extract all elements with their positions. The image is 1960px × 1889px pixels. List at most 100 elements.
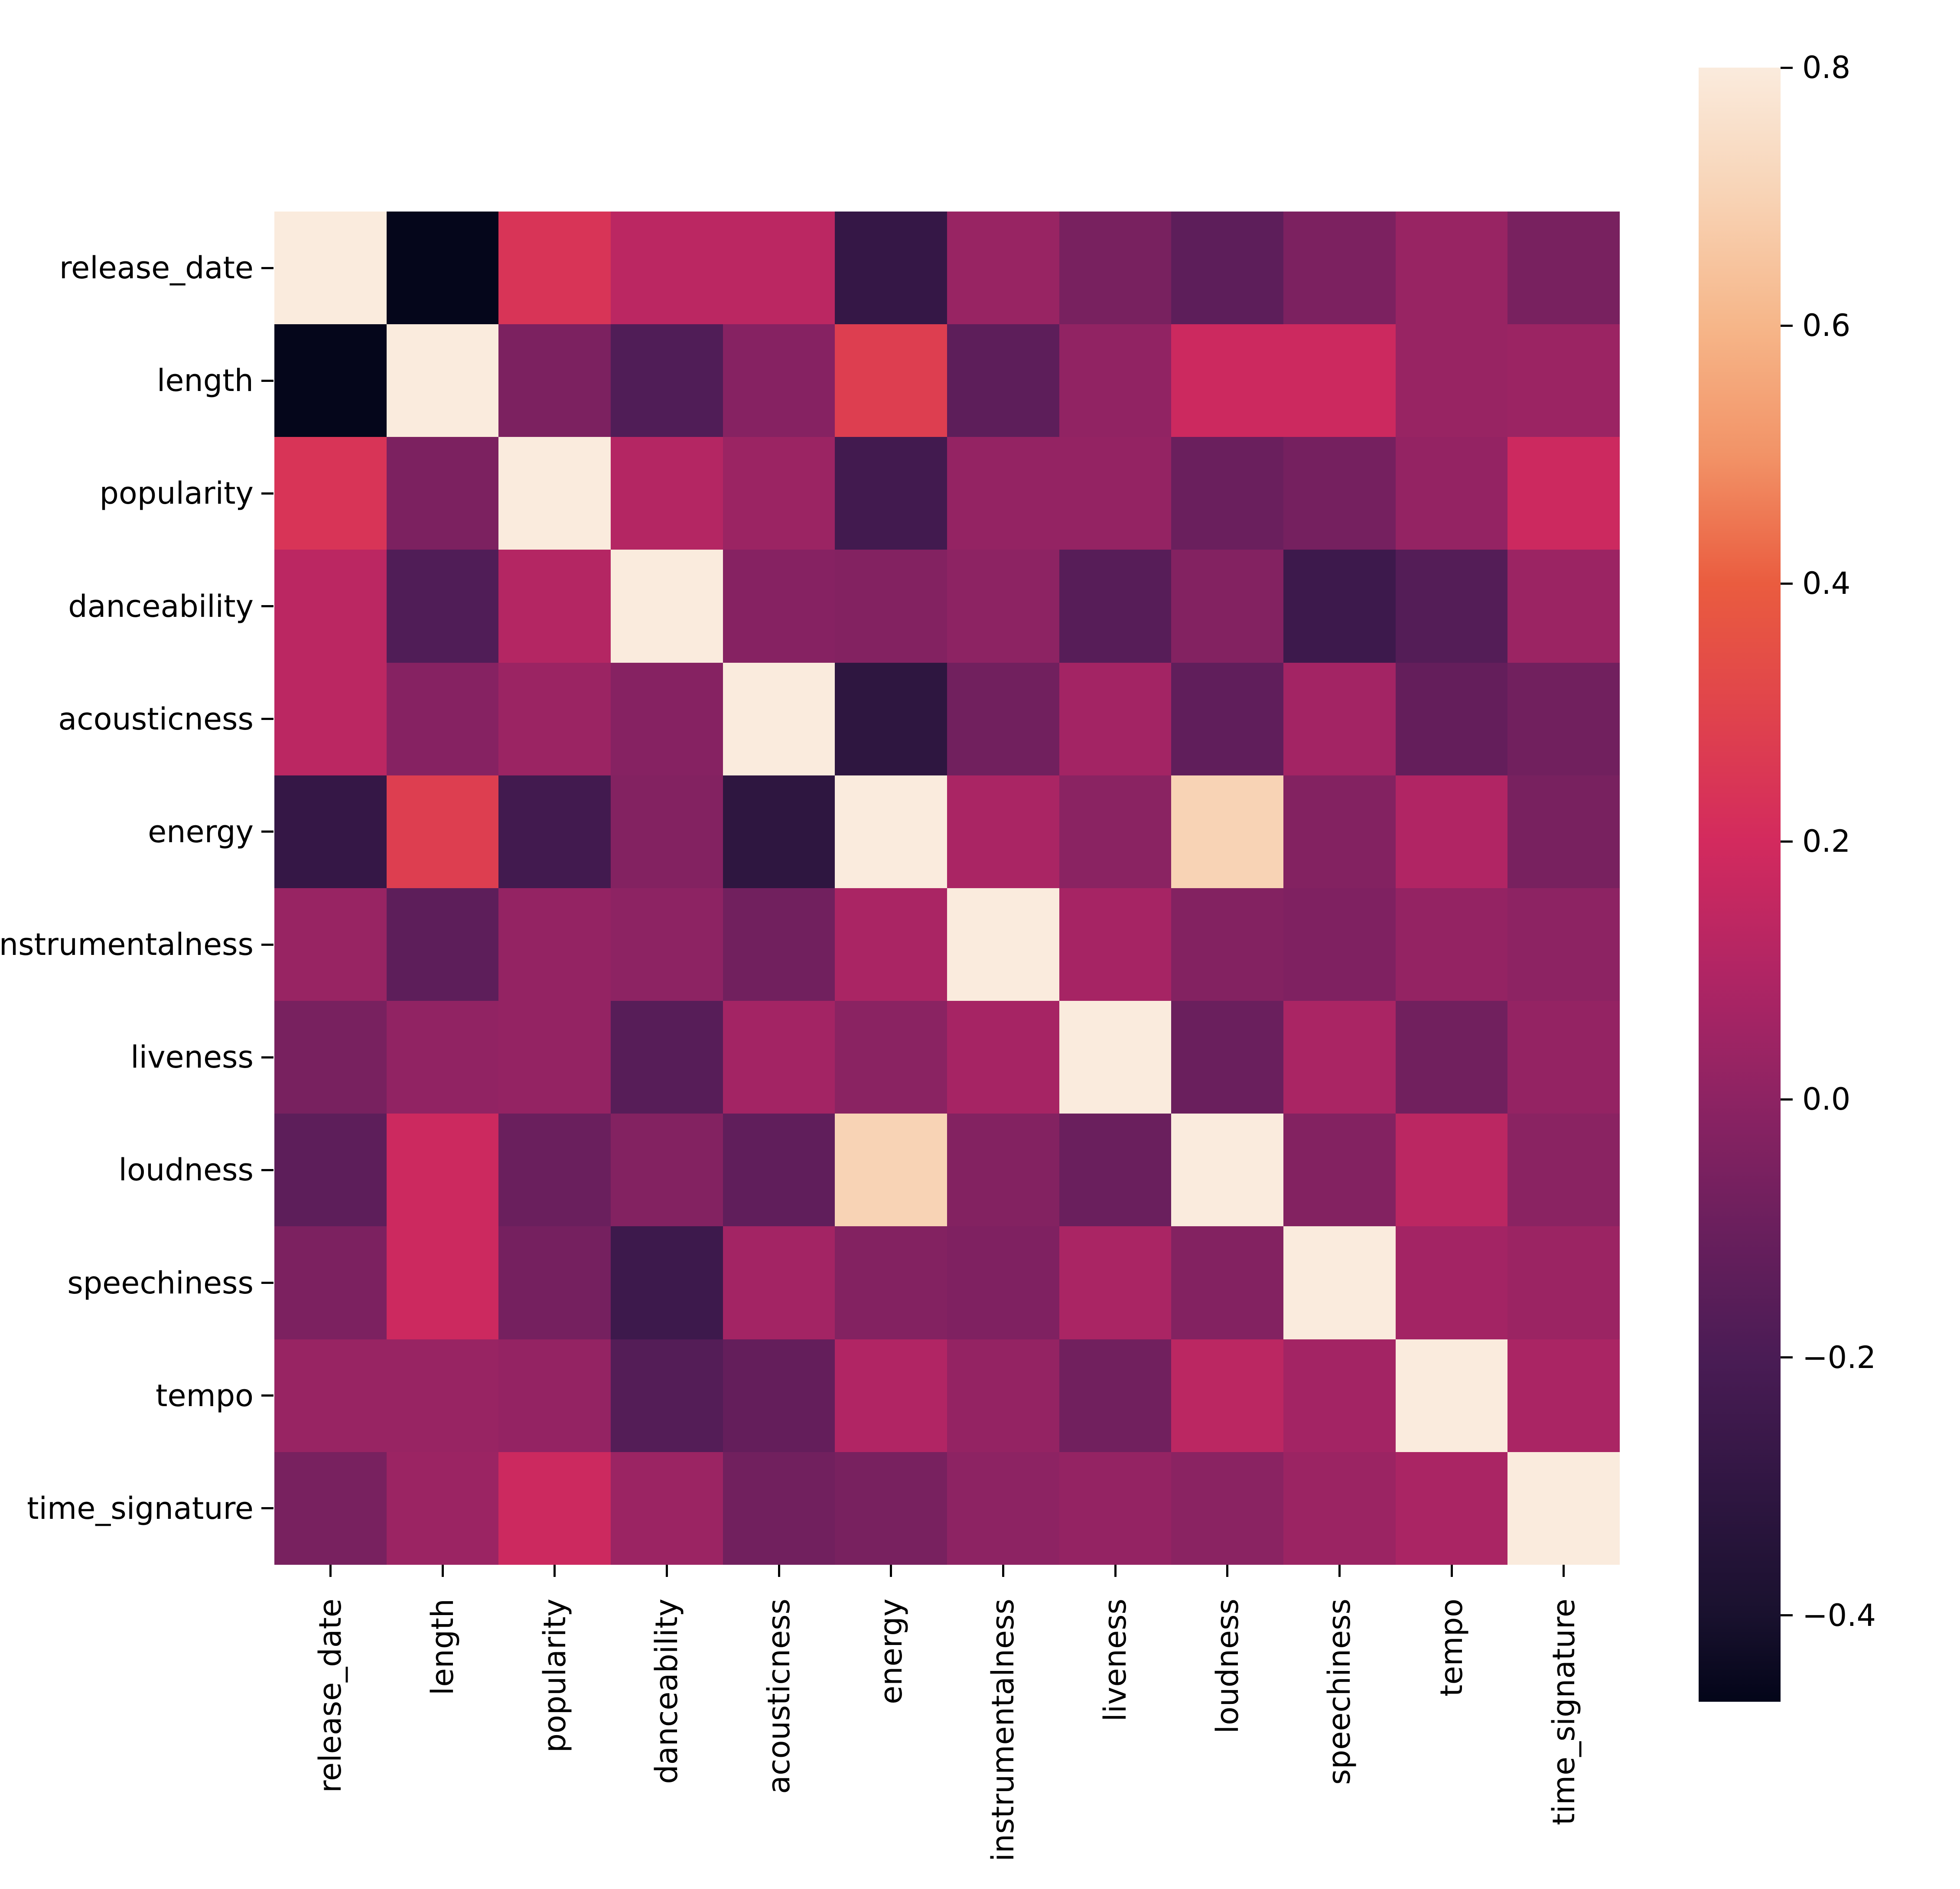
heatmap-cell [947,662,1059,775]
heatmap-cell [610,550,723,663]
heatmap-cell [610,212,723,325]
colorbar-tick-label: 0.0 [1802,1081,1851,1117]
heatmap-cell [723,1226,835,1339]
heatmap-cell [1059,1114,1172,1227]
heatmap-cell [1507,1339,1620,1452]
y-tick-label-time_signature: time_signature [27,1490,254,1526]
colorbar-tick-label: 0.2 [1802,824,1851,860]
heatmap-cell [274,1001,387,1114]
heatmap-cell [1059,1226,1172,1339]
y-tick-mark [261,605,273,608]
y-tick-mark [261,492,273,495]
x-tick-mark [665,1565,668,1577]
heatmap-cell [1171,324,1283,437]
heatmap-cell [947,1339,1059,1452]
heatmap-cell [274,1452,387,1565]
heatmap-cell [1395,1114,1508,1227]
heatmap-cell [947,1001,1059,1114]
y-tick-mark [261,1056,273,1058]
x-tick-mark [1002,1565,1004,1577]
heatmap-cell [498,212,611,325]
colorbar-tick-mark [1781,324,1793,327]
y-tick-label-speechiness: speechiness [67,1265,254,1301]
y-tick-label-energy: energy [148,814,254,850]
x-tick-label-danceability: danceability [649,1599,685,1784]
heatmap-cell [835,1114,947,1227]
heatmap-cell [835,437,947,550]
y-tick-label-popularity: popularity [99,476,254,511]
heatmap-cell [610,1114,723,1227]
heatmap-cell [1283,1339,1396,1452]
heatmap-cell [1059,550,1172,663]
heatmap-cell [1507,775,1620,888]
x-tick-label-release_date: release_date [313,1599,348,1793]
heatmap-cell [947,1226,1059,1339]
heatmap-cell [386,1001,499,1114]
colorbar-tick-mark [1781,1614,1793,1617]
x-tick-label-liveness: liveness [1097,1599,1133,1722]
heatmap-cell [1171,775,1283,888]
heatmap-cell [723,662,835,775]
y-tick-label-release_date: release_date [59,250,254,286]
heatmap-cell [498,888,611,1001]
heatmap-cell [1171,437,1283,550]
heatmap-cell [1283,775,1396,888]
heatmap [274,212,1620,1565]
heatmap-cell [947,888,1059,1001]
heatmap-cell [386,550,499,663]
heatmap-cell [1171,888,1283,1001]
heatmap-cell [723,212,835,325]
x-tick-mark [329,1565,332,1577]
y-tick-label-acousticness: acousticness [58,701,254,737]
colorbar-tick-mark [1781,840,1793,843]
heatmap-cell [386,437,499,550]
y-tick-label-instrumentalness: instrumentalness [0,927,254,963]
colorbar-tick-label: −0.2 [1802,1339,1876,1375]
heatmap-cell [610,662,723,775]
heatmap-cell [1507,550,1620,663]
heatmap-cell [1171,550,1283,663]
y-tick-label-loudness: loudness [118,1152,254,1188]
y-tick-mark [261,267,273,269]
heatmap-cell [1171,1452,1283,1565]
colorbar-tick-mark [1781,1098,1793,1101]
colorbar-tick-label: 0.8 [1802,50,1851,85]
heatmap-cell [1059,888,1172,1001]
heatmap-cell [498,1114,611,1227]
heatmap-cell [1507,1452,1620,1565]
heatmap-cell [1059,437,1172,550]
heatmap-cell [1395,1001,1508,1114]
heatmap-cell [386,1114,499,1227]
colorbar [1699,68,1781,1702]
heatmap-cell [498,437,611,550]
x-tick-label-acousticness: acousticness [761,1599,797,1794]
heatmap-cell [498,550,611,663]
heatmap-cell [1395,550,1508,663]
heatmap-cell [386,888,499,1001]
heatmap-cell [947,1452,1059,1565]
heatmap-cell [498,324,611,437]
heatmap-cell [1507,662,1620,775]
heatmap-cell [274,888,387,1001]
x-tick-mark [890,1565,892,1577]
heatmap-cell [1395,888,1508,1001]
heatmap-cell [835,1226,947,1339]
heatmap-cell [610,1339,723,1452]
heatmap-cell [386,212,499,325]
heatmap-cell [1171,1226,1283,1339]
y-tick-mark [261,379,273,382]
heatmap-cell [1059,662,1172,775]
heatmap-cell [1283,550,1396,663]
heatmap-cell [1395,1226,1508,1339]
x-tick-mark [1563,1565,1565,1577]
heatmap-cell [386,1339,499,1452]
heatmap-cell [498,1339,611,1452]
heatmap-cell [610,888,723,1001]
x-tick-label-loudness: loudness [1209,1599,1245,1734]
heatmap-cell [1395,775,1508,888]
heatmap-cell [1507,212,1620,325]
heatmap-cell [1507,1001,1620,1114]
heatmap-cell [386,324,499,437]
heatmap-cell [1395,1452,1508,1565]
heatmap-cell [1283,662,1396,775]
